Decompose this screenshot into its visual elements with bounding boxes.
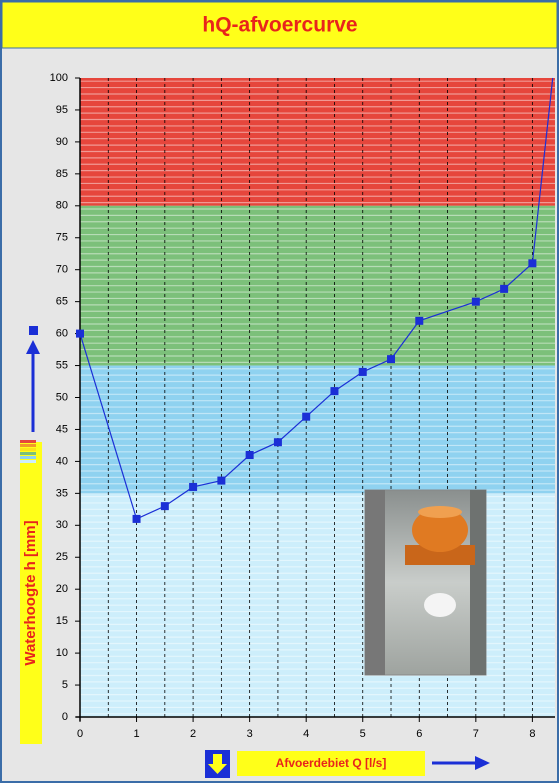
y-axis-label: Waterhoogte h [mm] bbox=[22, 520, 39, 665]
y-tick-label: 5 bbox=[62, 679, 68, 691]
y-tick-label: 75 bbox=[56, 232, 68, 244]
marker bbox=[528, 259, 537, 268]
title-band bbox=[1, 1, 558, 49]
y-tick-label: 65 bbox=[56, 296, 68, 308]
x-tick-label: 1 bbox=[133, 728, 139, 740]
y-tick-label: 55 bbox=[56, 359, 68, 371]
photo bbox=[364, 489, 487, 676]
marker bbox=[217, 476, 226, 485]
y-tick-label: 15 bbox=[56, 615, 68, 627]
y-tick-label: 10 bbox=[56, 647, 68, 659]
marker bbox=[471, 297, 480, 306]
marker bbox=[500, 284, 509, 293]
level-band bbox=[80, 365, 555, 494]
level-band bbox=[80, 78, 555, 206]
marker bbox=[387, 355, 396, 364]
marker bbox=[132, 514, 141, 523]
y-tick-label: 20 bbox=[56, 583, 68, 595]
line bbox=[79, 77, 554, 520]
marker bbox=[160, 502, 169, 511]
marker bbox=[302, 412, 311, 421]
y-tick-label: 35 bbox=[56, 487, 68, 499]
marker bbox=[330, 387, 339, 396]
y-tick-label: 0 bbox=[62, 711, 68, 723]
y-label-box bbox=[20, 442, 42, 744]
x-axis-label: Afvoerdebiet Q [l/s] bbox=[276, 756, 387, 770]
y-tick-label: 40 bbox=[56, 455, 68, 467]
marker bbox=[189, 482, 198, 491]
plot-area: 0510152025303540455055606570758085909510… bbox=[50, 72, 555, 740]
x-tick-label: 0 bbox=[77, 728, 83, 740]
marker bbox=[76, 329, 84, 338]
y-tick-label: 85 bbox=[56, 168, 68, 180]
y-tick-label: 90 bbox=[56, 136, 68, 148]
x-tick-label: 2 bbox=[190, 728, 196, 740]
down-arrow bbox=[208, 754, 227, 774]
marker bbox=[245, 451, 254, 460]
y-tick-label: 80 bbox=[56, 200, 68, 212]
x-tick-label: 4 bbox=[303, 728, 309, 740]
marker bbox=[273, 438, 282, 447]
right-arrow-head bbox=[475, 756, 490, 770]
marker-icon bbox=[29, 326, 38, 335]
marker bbox=[358, 367, 367, 376]
y-tick-label: 25 bbox=[56, 551, 68, 563]
y-tick-label: 70 bbox=[56, 264, 68, 276]
level-legend bbox=[20, 440, 36, 463]
up-arrow-head bbox=[26, 340, 40, 354]
x-tick-label: 8 bbox=[529, 728, 535, 740]
y-tick-label: 100 bbox=[50, 72, 68, 84]
y-tick-label: 30 bbox=[56, 519, 68, 531]
x-tick-label: 6 bbox=[416, 728, 422, 740]
y-tick-label: 50 bbox=[56, 391, 68, 403]
x-tick-label: 5 bbox=[360, 728, 366, 740]
marker bbox=[415, 316, 424, 325]
x-tick-label: 7 bbox=[473, 728, 479, 740]
x-label-box bbox=[237, 751, 425, 776]
x-tick-label: 3 bbox=[247, 728, 253, 740]
y-tick-label: 95 bbox=[56, 104, 68, 116]
chart-title: hQ-afvoercurve bbox=[202, 14, 357, 37]
y-tick-label: 60 bbox=[56, 328, 68, 340]
y-tick-label: 45 bbox=[56, 423, 68, 435]
